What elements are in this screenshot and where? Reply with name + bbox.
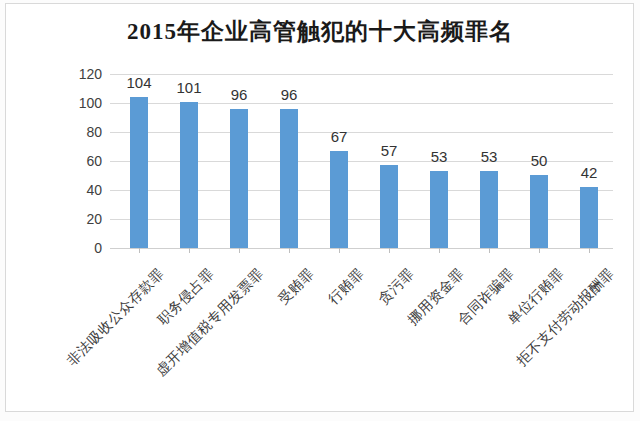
x-category-label: 贪污罪 xyxy=(374,265,417,308)
bar-value-label: 42 xyxy=(559,164,619,181)
bar xyxy=(380,165,398,248)
y-tick-label: 80 xyxy=(42,124,102,140)
gridline xyxy=(110,248,613,249)
x-tick-mark xyxy=(589,248,590,253)
y-tick-label: 40 xyxy=(42,182,102,198)
bar xyxy=(430,171,448,248)
bar xyxy=(480,171,498,248)
bar xyxy=(580,187,598,248)
x-tick-mark xyxy=(139,248,140,253)
plot-area: 020406080100120104非法吸收公众存款罪101职务侵占罪96虚开增… xyxy=(0,0,640,421)
x-tick-mark xyxy=(339,248,340,253)
x-tick-mark xyxy=(539,248,540,253)
y-tick-label: 20 xyxy=(42,211,102,227)
x-category-label: 受贿罪 xyxy=(274,265,317,308)
x-tick-mark xyxy=(489,248,490,253)
y-tick-label: 100 xyxy=(42,95,102,111)
bar xyxy=(530,175,548,248)
x-tick-mark xyxy=(439,248,440,253)
x-category-label: 行贿罪 xyxy=(324,265,367,308)
x-tick-mark xyxy=(189,248,190,253)
bar xyxy=(230,109,248,248)
y-tick-label: 0 xyxy=(42,240,102,256)
x-tick-mark xyxy=(289,248,290,253)
bar xyxy=(130,97,148,248)
y-tick-label: 60 xyxy=(42,153,102,169)
x-tick-mark xyxy=(239,248,240,253)
x-tick-mark xyxy=(389,248,390,253)
bar-chart: 2015年企业高管触犯的十大高频罪名 020406080100120104非法吸… xyxy=(0,0,640,421)
bar xyxy=(280,109,298,248)
x-category-label: 拒不支付劳动报酬罪 xyxy=(513,265,618,370)
x-category-label: 非法吸收公众存款罪 xyxy=(63,265,168,370)
gridline xyxy=(110,74,613,75)
bar-value-label: 96 xyxy=(259,86,319,103)
bar xyxy=(180,102,198,248)
y-tick-label: 120 xyxy=(42,66,102,82)
bar xyxy=(330,151,348,248)
